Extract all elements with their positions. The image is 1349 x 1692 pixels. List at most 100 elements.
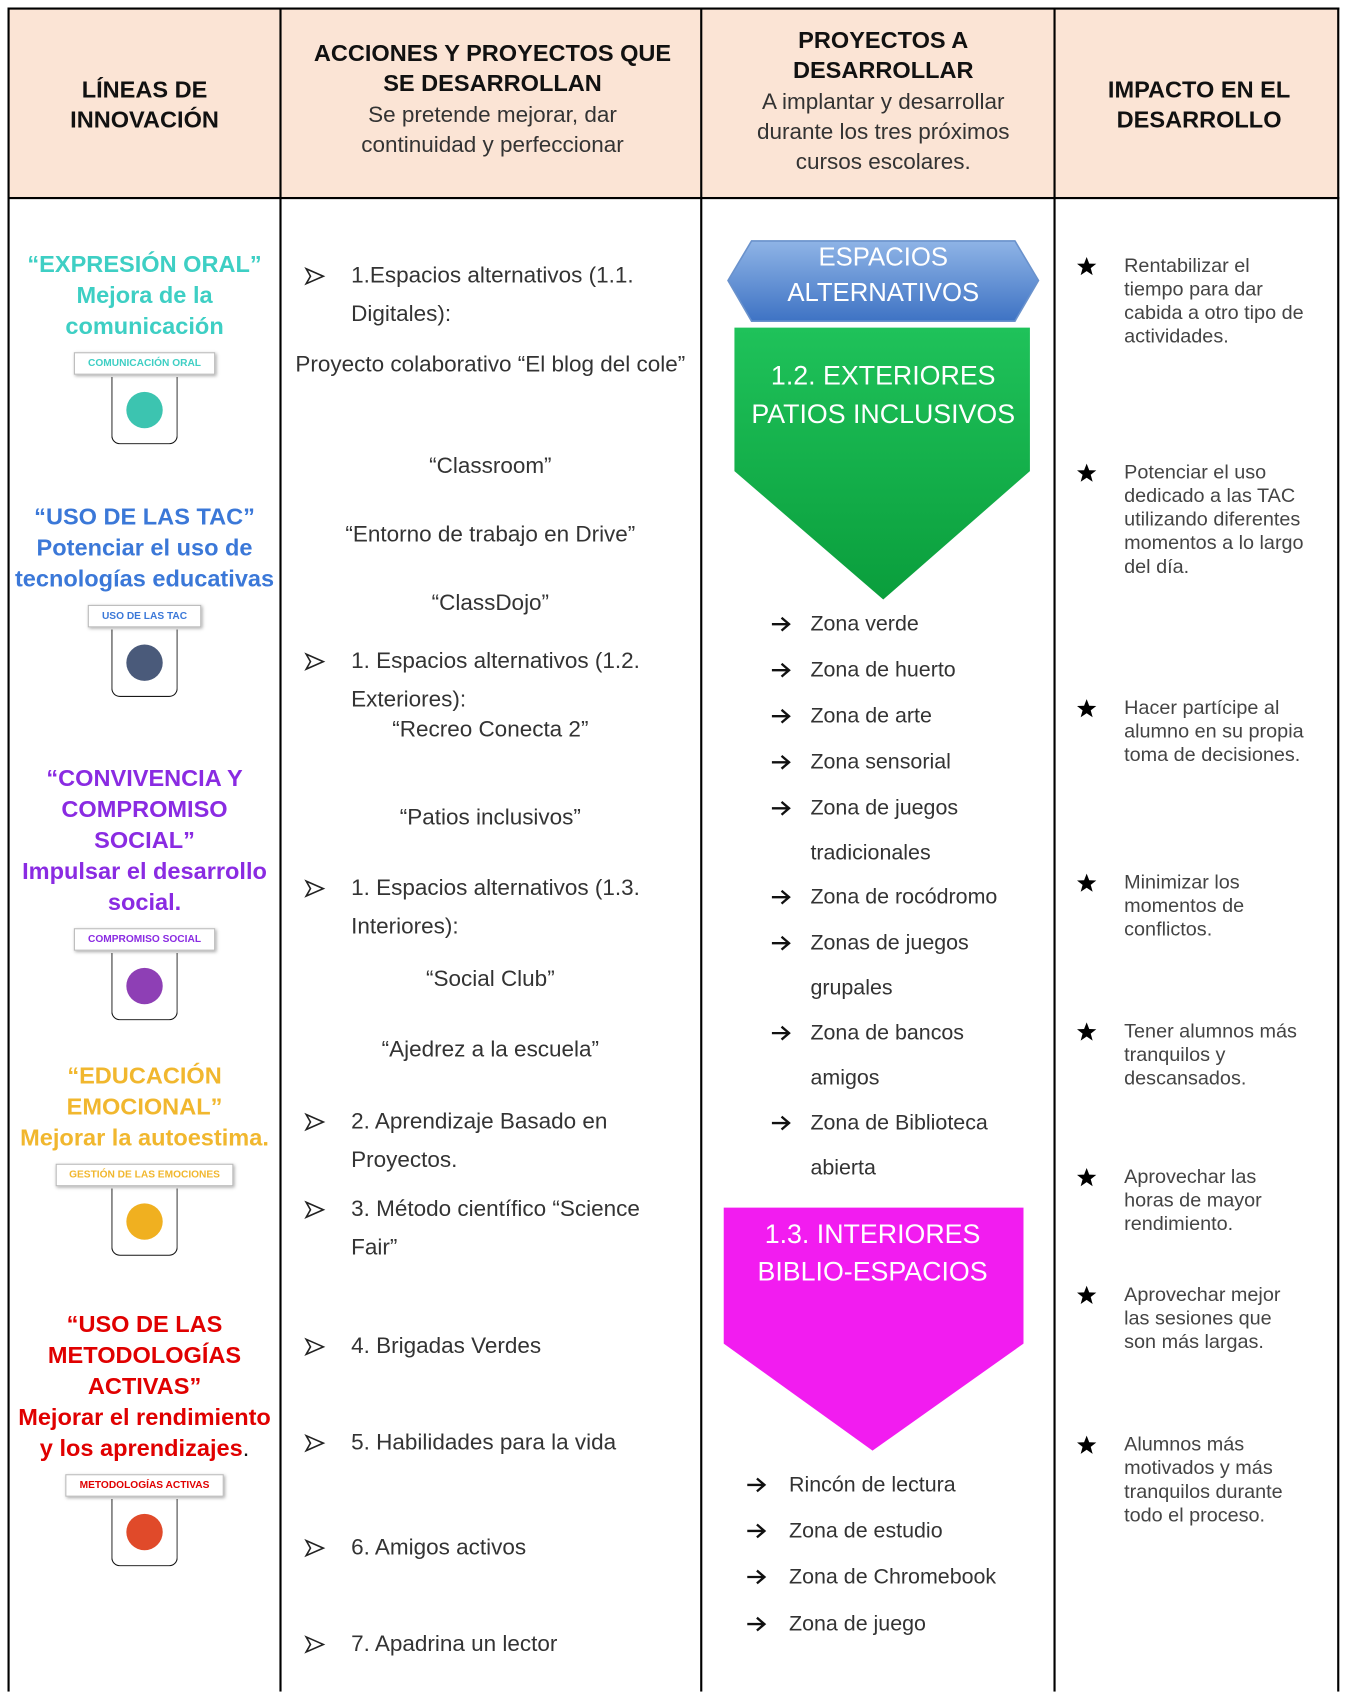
zone-item: Zona de juego xyxy=(789,1612,926,1636)
innovation-line: “EXPRESIÓN ORAL” Mejora de la comunicació… xyxy=(11,248,279,445)
chevron-icon xyxy=(304,1433,326,1453)
arrow-icon xyxy=(747,1477,767,1493)
mascot xyxy=(126,644,163,681)
border xyxy=(279,7,282,1692)
impact-item: Aprovechar mejor las sesiones que son má… xyxy=(1124,1282,1281,1353)
badge-icon xyxy=(111,1498,178,1567)
badge: COMUNICACIÓN ORAL xyxy=(74,352,215,375)
action-item: 1. Espacios alternativos (1.2. Exteriore… xyxy=(351,648,640,712)
action-item: “Ajedrez a la escuela” xyxy=(381,1037,600,1063)
header-subtitle: Se pretende mejorar, dar continuidad y p… xyxy=(361,102,624,158)
action-item: 6. Amigos activos xyxy=(351,1535,527,1560)
arrow xyxy=(771,800,791,816)
arrow-text: 1.2. EXTERIORES PATIOS INCLUSIVOS xyxy=(751,360,1016,430)
star xyxy=(1077,463,1097,482)
innovation-line: “USO DE LAS METODOLOGÍAS ACTIVAS” Mejorar… xyxy=(11,1308,279,1567)
action-item: 4. Brigadas Verdes xyxy=(351,1333,542,1359)
zone-item: Zona de Chromebook xyxy=(789,1565,997,1589)
line-subtitle-text: Mejora de la comunicación xyxy=(65,281,224,340)
star xyxy=(1077,256,1097,276)
action-item: 3. Método científico “Science Fair” xyxy=(351,1196,640,1261)
header-cell: PROYECTOS A DESARROLLAR A implantar y de… xyxy=(728,26,1038,178)
chevron-icon xyxy=(304,267,326,286)
zone-item: Rincón de lectura xyxy=(789,1473,956,1497)
arrow xyxy=(771,889,791,905)
chevron xyxy=(304,1112,326,1132)
action-item: “Entorno de trabajo en Drive” xyxy=(345,522,636,548)
arrow-icon xyxy=(747,1569,767,1585)
header-cell: ACCIONES Y PROYECTOS QUE SE DESARROLLAN … xyxy=(310,39,674,161)
action-item: “Social Club” xyxy=(425,966,555,992)
star xyxy=(1077,1022,1097,1041)
header-title: ACCIONES Y PROYECTOS QUE SE DESARROLLAN xyxy=(313,39,672,97)
mascot xyxy=(126,1513,163,1551)
star-icon xyxy=(1077,463,1097,482)
impact-item: Potenciar el uso dedicado a las TAC util… xyxy=(1124,460,1304,578)
star-icon xyxy=(1077,1285,1097,1304)
header-row xyxy=(8,8,1339,199)
chevron-icon xyxy=(304,1112,326,1132)
action-item: 1. Espacios alternativos (1.3. Interiore… xyxy=(351,875,640,939)
impact-item: Rentabilizar el tiempo para dar cabida a… xyxy=(1124,253,1304,347)
arrow xyxy=(747,1616,767,1632)
line-subtitle: Potenciar el uso de tecnologías educativ… xyxy=(11,532,279,594)
line-subtitle: Mejorar la autoestima. xyxy=(11,1122,279,1153)
impact-item: Minimizar los momentos de conflictos. xyxy=(1124,870,1245,940)
innovation-line: “CONVIVENCIA Y COMPROMISO SOCIAL” Impulsa… xyxy=(11,762,279,1021)
border xyxy=(7,196,1340,200)
line-subtitle-text: Impulsar el desarrollo social. xyxy=(22,857,267,916)
line-subtitle: Mejora de la comunicación xyxy=(11,279,279,341)
impact-item: Tener alumnos más tranquilos y descansad… xyxy=(1124,1019,1297,1089)
chevron xyxy=(304,1200,326,1219)
border xyxy=(700,7,703,1692)
impact-item: Hacer partícipe al alumno en su propia t… xyxy=(1124,695,1304,766)
star xyxy=(1077,1285,1097,1304)
badge-icon xyxy=(111,629,178,697)
arrow xyxy=(747,1569,767,1585)
chevron-icon xyxy=(304,652,326,671)
action-item: 7. Apadrina un lector xyxy=(351,1631,558,1657)
chevron xyxy=(304,1337,326,1357)
zone-item: Zona de huerto xyxy=(810,658,956,682)
arrow xyxy=(747,1523,767,1539)
banner-shape xyxy=(727,240,1040,322)
action-item: “Classroom” xyxy=(429,453,552,479)
punctuation: . xyxy=(242,1434,250,1462)
innovation-line: “EDUCACIÓN EMOCIONAL” Mejorar la autoesti… xyxy=(11,1060,279,1256)
zone-item: Zona de Biblioteca abierta xyxy=(810,1111,988,1180)
star-icon xyxy=(1077,256,1097,276)
star-icon xyxy=(1077,1022,1097,1041)
chevron xyxy=(304,879,326,898)
arrow-icon xyxy=(771,754,791,770)
star-icon xyxy=(1077,1435,1097,1454)
badge-icon xyxy=(111,1188,178,1256)
arrow-text: 1.3. INTERIORES BIBLIO-ESPACIOS xyxy=(757,1219,988,1287)
arrow-icon xyxy=(771,800,791,816)
arrow-icon xyxy=(771,1025,791,1041)
zone-item: Zona sensorial xyxy=(810,750,951,775)
arrow-icon xyxy=(771,935,791,951)
line-title: “CONVIVENCIA Y COMPROMISO SOCIAL” xyxy=(46,764,243,854)
line-subtitle: Impulsar el desarrollo social. xyxy=(11,855,279,917)
action-item: “Patios inclusivos” xyxy=(399,805,581,830)
chevron xyxy=(304,1433,326,1453)
chevron xyxy=(304,267,326,286)
header-subtitle: A implantar y desarrollar durante los tr… xyxy=(757,89,1010,175)
header-title: IMPACTO EN EL DESARROLLO xyxy=(1107,76,1291,133)
star-icon xyxy=(1077,1168,1097,1187)
impact-item: Aprovechar las horas de mayor rendimient… xyxy=(1124,1164,1262,1235)
line-title: “USO DE LAS METODOLOGÍAS ACTIVAS” xyxy=(47,1310,242,1400)
action-item: 1.Espacios alternativos (1.1. Digitales)… xyxy=(351,263,634,327)
arrow-icon xyxy=(771,616,791,632)
arrow xyxy=(771,754,791,770)
arrow-icon xyxy=(771,1115,791,1131)
chevron-icon xyxy=(304,1337,326,1357)
arrow-shape xyxy=(734,327,1030,600)
arrow-icon xyxy=(747,1616,767,1632)
zone-item: Zona de estudio xyxy=(789,1519,943,1543)
border xyxy=(7,7,1340,10)
arrow xyxy=(771,935,791,951)
